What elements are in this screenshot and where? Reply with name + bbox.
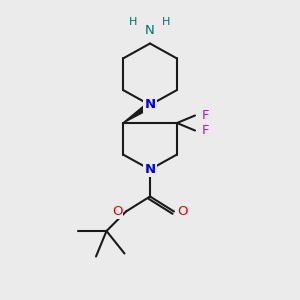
Text: H: H xyxy=(129,17,138,27)
Polygon shape xyxy=(123,102,152,123)
Text: O: O xyxy=(112,205,122,218)
Text: F: F xyxy=(202,124,209,137)
Text: N: N xyxy=(144,163,156,176)
Text: H: H xyxy=(162,17,171,27)
Text: N: N xyxy=(144,98,156,112)
Text: O: O xyxy=(178,205,188,218)
Text: F: F xyxy=(202,109,209,122)
Text: N: N xyxy=(145,24,155,38)
